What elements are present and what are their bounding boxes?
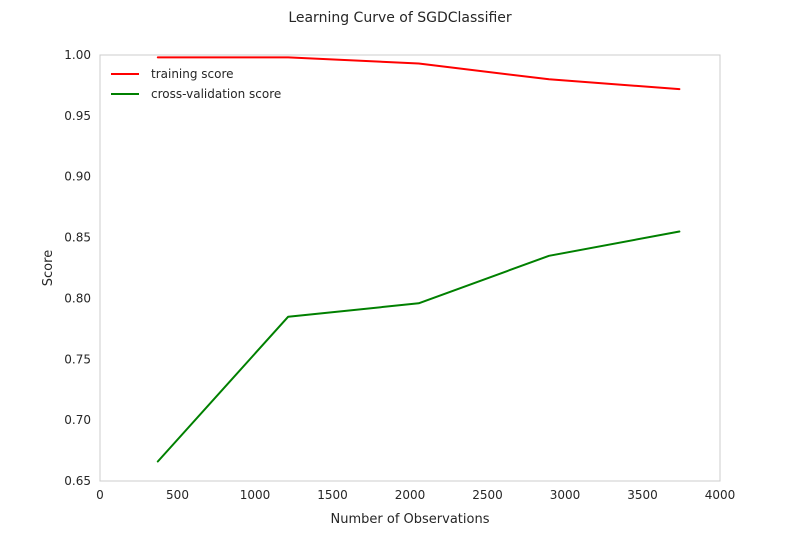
legend-label: training score [151,67,234,81]
x-axis-ticks: 0 500 1000 1500 2000 2500 3000 3500 4000 [96,488,735,502]
y-tick-label: 0.95 [64,109,91,123]
x-tick-label: 1000 [240,488,271,502]
x-tick-label: 3500 [627,488,658,502]
chart-title: Learning Curve of SGDClassifier [288,10,512,26]
x-tick-label: 2500 [472,488,503,502]
x-tick-label: 1500 [317,488,348,502]
y-tick-label: 0.70 [64,413,91,427]
x-tick-label: 0 [96,488,104,502]
series-lines [156,56,681,463]
legend-label: cross-validation score [151,87,281,101]
legend: training score cross-validation score [111,67,281,101]
y-tick-label: 0.85 [64,231,91,245]
x-tick-label: 500 [166,488,189,502]
y-axis-label: Score [41,250,56,286]
y-tick-label: 1.00 [64,48,91,62]
x-tick-label: 4000 [705,488,736,502]
y-tick-label: 0.65 [64,474,91,488]
plot-frame [99,54,721,482]
y-tick-label: 0.75 [64,352,91,366]
x-tick-label: 3000 [550,488,581,502]
y-tick-label: 0.90 [64,170,91,184]
x-axis-label: Number of Observations [331,512,490,527]
y-axis-ticks: 0.65 0.70 0.75 0.80 0.85 0.90 0.95 1.00 [64,48,91,488]
x-tick-label: 2000 [395,488,426,502]
y-tick-label: 0.80 [64,291,91,305]
